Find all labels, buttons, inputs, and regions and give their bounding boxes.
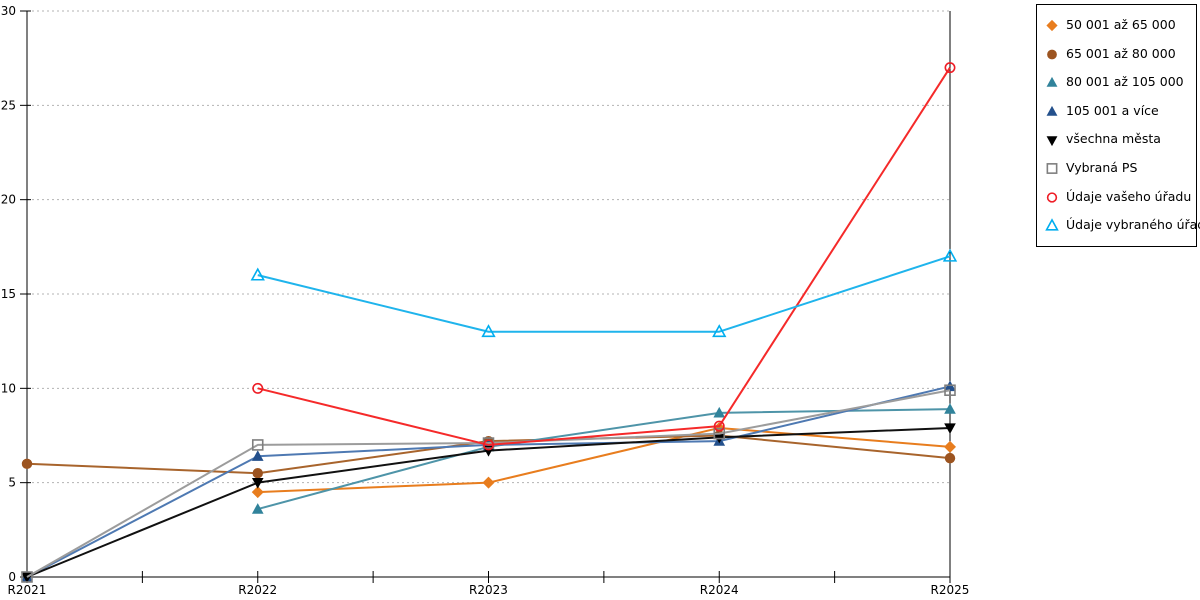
svg-text:25: 25	[1, 98, 16, 112]
svg-text:10: 10	[1, 381, 16, 395]
circle-open-icon	[1046, 192, 1058, 203]
series-7	[250, 248, 958, 338]
svg-text:15: 15	[1, 287, 16, 301]
svg-text:0: 0	[8, 570, 16, 584]
legend-label: 65 001 až 80 000	[1066, 45, 1176, 61]
legend-item-1: 65 001 až 80 000	[1045, 40, 1192, 69]
svg-text:R2021: R2021	[8, 583, 47, 597]
svg-text:R2025: R2025	[931, 583, 970, 597]
legend-label: 80 001 až 105 000	[1066, 74, 1184, 90]
square-open-icon	[1046, 163, 1058, 175]
triangle-down-icon	[1046, 135, 1058, 146]
svg-text:30: 30	[1, 4, 16, 18]
triangle-up-icon	[1046, 105, 1058, 116]
legend-item-4: všechna města	[1045, 125, 1192, 154]
svg-text:R2023: R2023	[469, 583, 508, 597]
triangle-up-open-icon	[1045, 218, 1059, 232]
legend-item-2: 80 001 až 105 000	[1045, 68, 1192, 97]
legend-label: 50 001 až 65 000	[1066, 17, 1176, 33]
svg-text:20: 20	[1, 193, 16, 207]
legend-label: 105 001 a více	[1066, 102, 1159, 118]
legend-label: Údaje vybraného úřadu	[1066, 217, 1200, 233]
legend-item-5: Vybraná PS	[1045, 154, 1192, 183]
svg-text:R2024: R2024	[700, 583, 739, 597]
diamond-icon	[1046, 20, 1058, 32]
series-6	[252, 62, 956, 451]
legend-item-0: 50 001 až 65 000	[1045, 11, 1192, 40]
svg-text:R2022: R2022	[238, 583, 277, 597]
legend-item-7: Údaje vybraného úřadu	[1045, 211, 1200, 240]
axes	[20, 10, 951, 583]
chart-legend: 50 001 až 65 000 65 001 až 80 000 80 001 a…	[1036, 4, 1200, 247]
triangle-up-icon	[1046, 77, 1058, 88]
legend-label: Vybraná PS	[1066, 160, 1138, 176]
series-5	[21, 384, 956, 583]
legend-item-6: Údaje vašeho úřadu	[1045, 183, 1192, 212]
x-axis-labels: R2021 R2022 R2023 R2024 R2025	[8, 583, 970, 597]
circle-icon	[1047, 49, 1057, 60]
legend-item-3: 105 001 a více	[1045, 97, 1192, 126]
svg-text:5: 5	[8, 476, 16, 490]
series-0	[251, 421, 956, 499]
series-4	[21, 423, 956, 583]
legend-label: Údaje vašeho úřadu	[1066, 188, 1192, 204]
y-axis-labels: 0 5 10 15 20 25 30	[1, 4, 16, 584]
legend-label: všechna města	[1066, 131, 1161, 147]
